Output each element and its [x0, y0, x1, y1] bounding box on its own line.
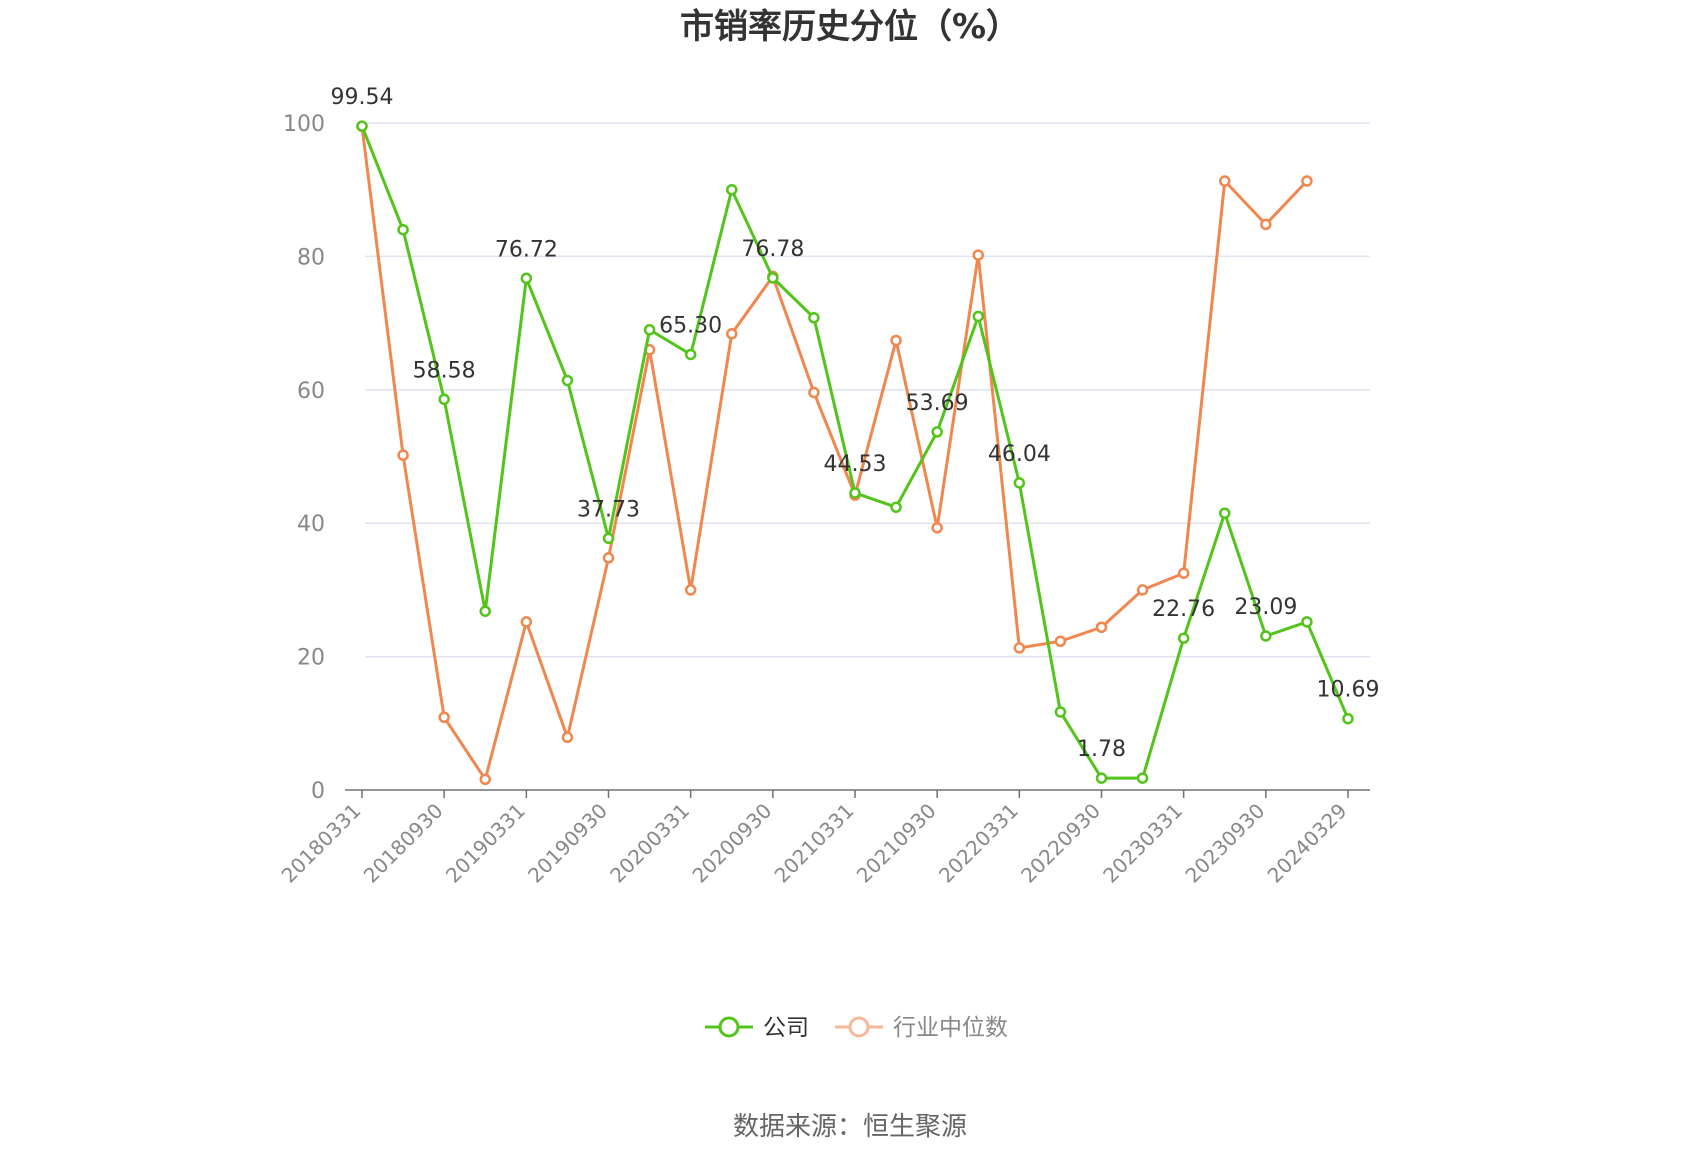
data-label: 23.09 [1234, 595, 1297, 620]
x-tick-label: 20180331 [277, 799, 366, 888]
data-point [643, 324, 656, 336]
data-point [972, 310, 984, 323]
data-label: 46.04 [988, 442, 1051, 467]
data-point [890, 334, 902, 347]
legend-item: 公司 [705, 1015, 809, 1041]
series-line [360, 126, 1309, 781]
data-point [438, 393, 450, 406]
x-tick-label: 20230930 [1180, 799, 1269, 888]
data-label: 99.54 [331, 85, 394, 110]
y-tick-label: 20 [297, 646, 325, 671]
data-label: 58.58 [413, 358, 476, 383]
data-point [931, 522, 943, 534]
x-tick-label: 20220331 [934, 799, 1023, 888]
y-tick-label: 80 [297, 245, 325, 270]
x-tick-label: 20220930 [1016, 799, 1105, 888]
y-tick-label: 100 [283, 112, 325, 137]
legend-marker [848, 1016, 870, 1038]
data-point [1136, 584, 1149, 596]
data-label: 1.78 [1077, 737, 1126, 762]
data-point [438, 711, 450, 724]
data-point [931, 426, 943, 438]
x-tick-label: 20230331 [1098, 799, 1187, 888]
data-point [890, 501, 902, 513]
data-source: 数据来源：恒生聚源 [733, 1112, 967, 1142]
data-label: 37.73 [577, 497, 640, 522]
legend-marker [718, 1016, 740, 1038]
data-point [520, 272, 533, 285]
series-公司 [356, 120, 1354, 784]
data-label: 22.76 [1152, 597, 1215, 622]
y-tick-label: 40 [297, 512, 325, 537]
data-point [1136, 772, 1149, 784]
data-point [1260, 630, 1272, 642]
legend-item: 行业中位数 [835, 1015, 1008, 1041]
y-tick-label: 0 [311, 779, 325, 804]
data-point [684, 348, 697, 361]
data-point [726, 183, 738, 196]
data-point [356, 120, 368, 132]
data-point [397, 223, 409, 236]
data-point [1095, 621, 1108, 634]
data-point [1013, 642, 1026, 654]
data-label: 76.78 [741, 237, 804, 262]
axes: 0 20 40 60 80 100 2018033120180930201903312019… [277, 112, 1370, 888]
data-point [602, 552, 615, 564]
data-point [1177, 632, 1190, 644]
data-point [726, 328, 738, 340]
data-label: 53.69 [906, 391, 969, 416]
data-point [767, 272, 779, 284]
data-point [1054, 635, 1067, 648]
data-point [397, 449, 409, 461]
data-labels: 99.54 58.58 76.72 37.73 65.30 76.78 44.53 53.69… [331, 85, 1380, 762]
x-tick-label: 20210331 [770, 799, 859, 888]
legend-label: 行业中位数 [893, 1015, 1008, 1041]
chart-title: 市销率历史分位（%） [680, 7, 1020, 47]
x-tick-label: 20190331 [441, 799, 530, 888]
data-point [808, 312, 820, 324]
data-point [1177, 567, 1190, 579]
data-point [602, 532, 615, 545]
x-tick-label: 20210930 [852, 799, 941, 888]
data-point [1301, 175, 1313, 187]
data-point [520, 616, 533, 628]
legend: 公司 行业中位数 [705, 1015, 1008, 1041]
data-point [479, 773, 491, 786]
legend-label: 公司 [763, 1015, 809, 1041]
grid-lines [365, 122, 1370, 658]
data-point [1095, 772, 1108, 784]
data-point [684, 584, 697, 596]
x-tick-label: 20200930 [687, 799, 776, 888]
data-point [1342, 712, 1354, 725]
data-point [1013, 477, 1026, 489]
data-label: 76.72 [495, 237, 558, 262]
x-tick-label: 20190930 [523, 799, 612, 888]
data-point [849, 487, 861, 499]
data-label: 44.53 [824, 452, 887, 477]
data-point [479, 605, 491, 617]
data-label: 65.30 [659, 313, 722, 338]
data-point [1260, 218, 1272, 231]
data-point [972, 249, 984, 261]
y-tick-label: 60 [297, 379, 325, 404]
data-point [1054, 706, 1067, 718]
series-layer [356, 120, 1354, 786]
data-point [561, 374, 574, 387]
data-point [808, 386, 820, 399]
data-point [1219, 175, 1231, 187]
data-point [1301, 616, 1313, 628]
x-tick-label: 20240329 [1263, 799, 1352, 888]
x-tick-label: 20180930 [359, 799, 448, 888]
x-tick-label: 20200331 [605, 799, 694, 888]
data-point [1219, 507, 1231, 519]
data-label: 10.69 [1317, 678, 1380, 703]
data-point [561, 731, 574, 744]
